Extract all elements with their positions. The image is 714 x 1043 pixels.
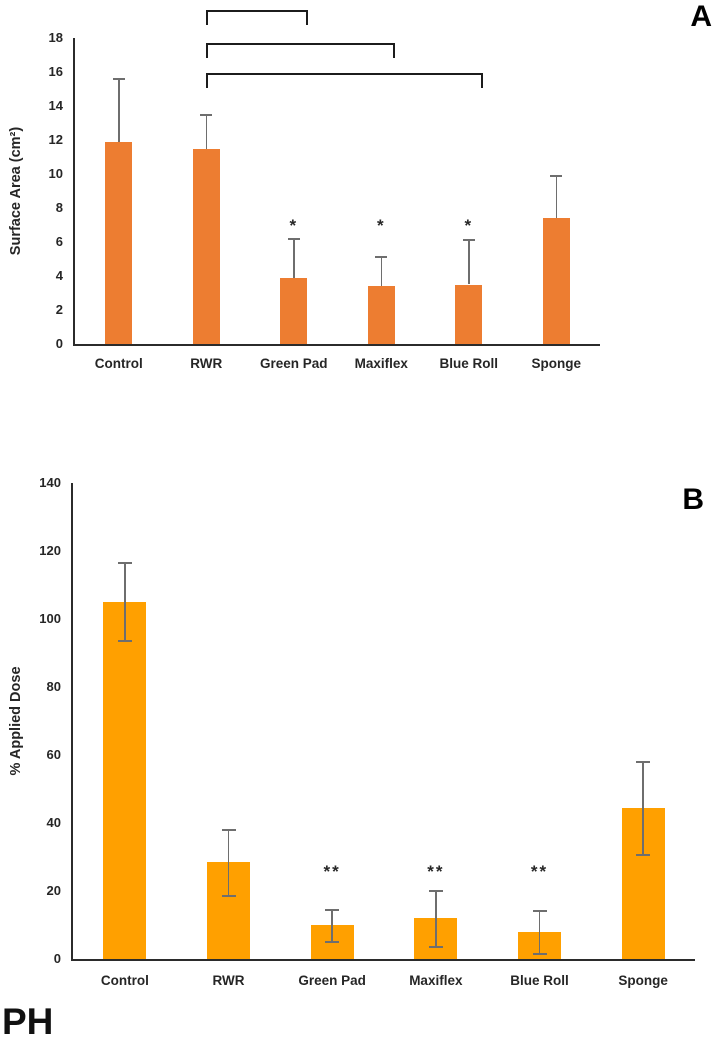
bar-rwr	[192, 148, 220, 344]
y-tick-label: 20	[46, 883, 61, 898]
error-cap-top	[117, 561, 132, 564]
significance-marker-blue-roll: **	[530, 861, 549, 881]
x-tick-label-green-pad: Green Pad	[298, 973, 366, 988]
y-tick-label: 12	[48, 132, 63, 147]
error-cap-top	[112, 77, 125, 80]
error-bar-maxiflex	[435, 891, 437, 948]
error-cap-bottom	[221, 895, 236, 898]
bar-green-pad	[280, 277, 308, 344]
error-bar-control	[118, 78, 120, 142]
y-tick-label: 10	[48, 166, 63, 181]
error-cap-bottom	[117, 640, 132, 643]
error-cap-top	[532, 910, 547, 913]
x-tick-label-control: Control	[100, 973, 149, 988]
y-tick-label: 4	[55, 268, 63, 283]
error-cap-bottom	[428, 946, 443, 949]
error-bar-rwr	[227, 829, 230, 897]
error-bar-control	[124, 562, 126, 642]
error-cap-bottom	[325, 941, 340, 943]
bar-control	[103, 602, 147, 959]
y-tick-label: 18	[48, 30, 63, 45]
error-cap-top	[550, 174, 563, 177]
x-axis-line	[71, 959, 695, 961]
error-bar-green-pad	[293, 238, 295, 278]
error-cap-top	[200, 113, 213, 116]
y-axis-title: Surface Area (cm²)	[8, 126, 24, 256]
error-bar-rwr	[205, 114, 207, 149]
x-tick-label-blue-roll: Blue Roll	[510, 973, 569, 988]
error-bar-sponge	[642, 761, 644, 856]
bar-sponge	[542, 218, 570, 344]
x-tick-label-sponge: Sponge	[531, 356, 582, 371]
significance-marker-maxiflex: *	[376, 216, 386, 235]
error-cap-bottom	[636, 854, 651, 857]
y-tick-label: 6	[55, 234, 63, 249]
x-tick-label-blue-roll: Blue Roll	[439, 356, 498, 371]
x-tick-label-control: Control	[94, 356, 143, 371]
y-tick-label: 14	[48, 98, 63, 113]
error-cap-top	[636, 760, 651, 763]
significance-bracket-rwr-blue-roll	[206, 73, 483, 88]
significance-marker-green-pad: *	[289, 216, 299, 235]
y-tick-label: 140	[39, 475, 61, 490]
panel-label-b: B	[682, 483, 704, 516]
x-tick-label-sponge: Sponge	[618, 973, 668, 988]
error-cap-top	[325, 908, 340, 911]
chart-panel-b: 0 20 40 60 80 100 120 140 Control RWR ** Green Pad *…	[0, 460, 714, 1003]
x-axis-line	[73, 344, 600, 346]
error-cap-top	[287, 237, 300, 240]
error-cap-top	[462, 239, 475, 242]
chart-panel-a: 0 2 4 6 8 10 12 14 16 18 Control RWR * Green Pad * Maxi…	[0, 0, 714, 460]
significance-marker-green-pad: **	[323, 861, 341, 881]
bar-blue-roll	[455, 284, 483, 344]
significance-bracket-rwr-green-pad	[206, 10, 308, 25]
y-axis-title: % Applied Dose	[8, 666, 24, 776]
y-tick-label: 100	[39, 611, 61, 626]
error-cap-top	[375, 256, 388, 259]
caption-fragment: PH	[2, 1001, 54, 1042]
panel-label-a: A	[690, 0, 712, 33]
error-bar-blue-roll	[468, 240, 470, 285]
error-cap-top	[221, 828, 236, 831]
significance-marker-blue-roll: *	[464, 216, 474, 235]
y-axis-line	[71, 483, 73, 961]
y-tick-label: 0	[53, 951, 61, 966]
y-tick-label: 0	[55, 336, 63, 351]
y-tick-label: 8	[55, 200, 63, 215]
y-tick-label: 80	[46, 679, 61, 694]
significance-bracket-rwr-maxiflex	[206, 43, 396, 58]
error-cap-bottom	[532, 952, 547, 955]
error-bar-sponge	[555, 175, 557, 219]
x-tick-label-rwr: RWR	[190, 356, 223, 371]
y-tick-label: 40	[46, 815, 61, 830]
error-bar-green-pad	[331, 909, 333, 942]
x-tick-label-green-pad: Green Pad	[259, 356, 328, 371]
bar-control	[105, 141, 133, 344]
x-tick-label-rwr: RWR	[212, 973, 245, 988]
bar-maxiflex	[367, 286, 395, 344]
error-cap-top	[428, 890, 443, 892]
x-tick-label-maxiflex: Maxiflex	[354, 356, 408, 371]
error-bar-blue-roll	[538, 911, 541, 954]
y-tick-label: 2	[55, 302, 63, 317]
significance-marker-maxiflex: **	[427, 861, 445, 881]
error-bar-maxiflex	[380, 257, 382, 287]
y-tick-label: 16	[48, 64, 63, 79]
y-tick-label: 60	[46, 747, 61, 762]
y-tick-label: 120	[39, 543, 61, 558]
y-axis-line	[73, 38, 75, 346]
x-tick-label-maxiflex: Maxiflex	[409, 973, 463, 988]
